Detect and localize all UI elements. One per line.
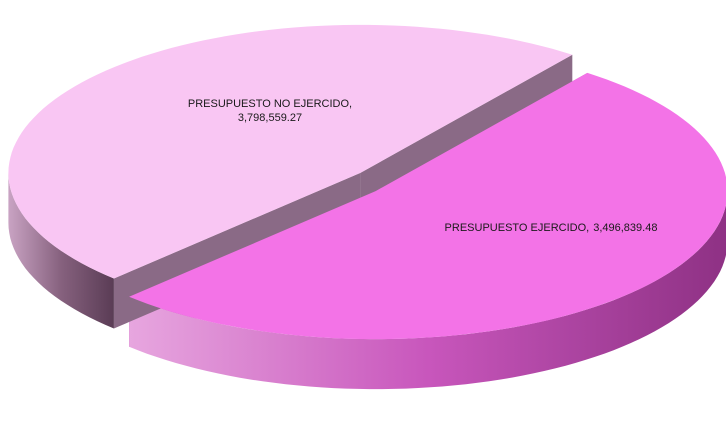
label-value: 3,496,839.48 [593, 222, 657, 234]
slice-side [8, 172, 114, 329]
label-category: PRESUPUESTO EJERCIDO [445, 222, 587, 234]
label-value: 3,798,559.27 [238, 112, 302, 124]
label-category: PRESUPUESTO NO EJERCIDO [188, 98, 350, 110]
slice [129, 72, 726, 340]
slice [8, 24, 573, 279]
slice-side [129, 204, 726, 390]
data-label: PRESUPUESTO EJERCIDO, 3,496,839.48 [445, 222, 658, 234]
